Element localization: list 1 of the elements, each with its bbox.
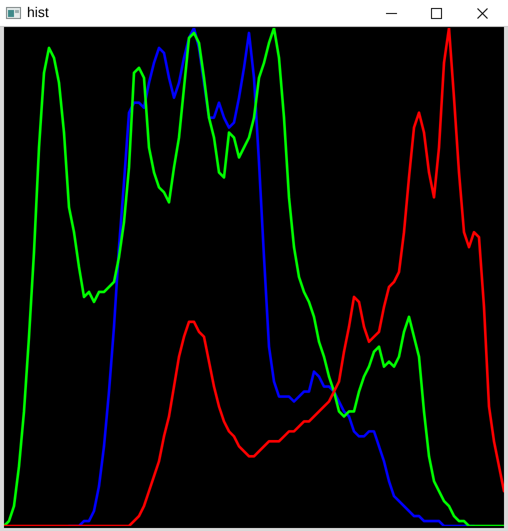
chart-title: hist <box>27 4 49 21</box>
